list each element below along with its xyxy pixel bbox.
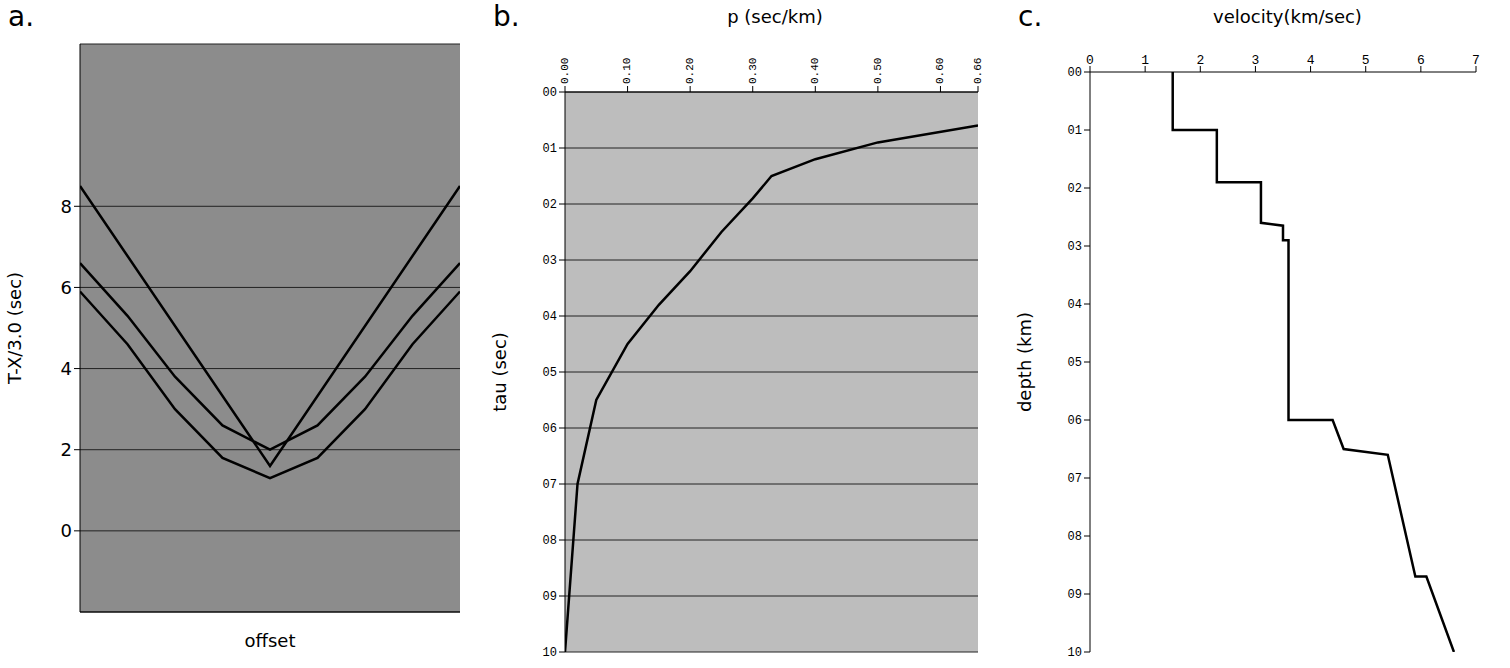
- svg-text:0.66: 0.66: [972, 58, 984, 84]
- svg-text:09: 09: [1068, 588, 1082, 602]
- svg-text:03: 03: [1068, 240, 1082, 254]
- html-text:velocity(km/sec): velocity(km/sec): [1213, 6, 1362, 27]
- svg-text:03: 03: [543, 254, 557, 268]
- svg-text:05: 05: [1068, 356, 1082, 370]
- svg-text:08: 08: [543, 534, 557, 548]
- svg-text:5: 5: [1362, 53, 1370, 68]
- svg-text:02: 02: [543, 198, 557, 212]
- svg-text:0.50: 0.50: [872, 58, 884, 84]
- svg-text:0: 0: [1086, 53, 1094, 68]
- svg-text:01: 01: [1068, 124, 1082, 138]
- svg-text:4: 4: [61, 358, 72, 379]
- svg-text:04: 04: [543, 310, 557, 324]
- svg-text:07: 07: [543, 478, 557, 492]
- svg-text:06: 06: [543, 422, 557, 436]
- svg-text:tau (sec): tau (sec): [489, 332, 510, 412]
- svg-text:10: 10: [543, 646, 557, 660]
- svg-text:04: 04: [1068, 298, 1082, 312]
- svg-text:offset: offset: [245, 630, 296, 651]
- svg-text:depth (km): depth (km): [1014, 312, 1035, 412]
- svg-text:0.40: 0.40: [809, 58, 821, 84]
- svg-text:09: 09: [543, 590, 557, 604]
- html-text:a.: a.: [8, 0, 35, 33]
- svg-text:2: 2: [1196, 53, 1204, 68]
- svg-text:0.30: 0.30: [747, 58, 759, 84]
- svg-text:07: 07: [1068, 472, 1082, 486]
- svg-text:06: 06: [1068, 414, 1082, 428]
- svg-text:8: 8: [61, 196, 72, 217]
- svg-text:3: 3: [1252, 53, 1260, 68]
- svg-text:0: 0: [61, 520, 72, 541]
- svg-text:6: 6: [1417, 53, 1425, 68]
- svg-text:08: 08: [1068, 530, 1082, 544]
- svg-text:T-X/3.0 (sec): T-X/3.0 (sec): [4, 272, 25, 385]
- svg-text:02: 02: [1068, 182, 1082, 196]
- svg-text:0.20: 0.20: [684, 58, 696, 84]
- svg-text:05: 05: [543, 366, 557, 380]
- svg-text:0.60: 0.60: [934, 58, 946, 84]
- html-text:p (sec/km): p (sec/km): [727, 6, 823, 27]
- svg-text:00: 00: [543, 86, 557, 100]
- html-text:c.: c.: [1018, 0, 1043, 33]
- svg-text:1: 1: [1141, 53, 1149, 68]
- html-text:b.: b.: [493, 0, 520, 33]
- svg-text:10: 10: [1068, 646, 1082, 660]
- svg-text:0.10: 0.10: [621, 58, 633, 84]
- svg-text:4: 4: [1307, 53, 1315, 68]
- svg-text:00: 00: [1068, 66, 1082, 80]
- svg-text:01: 01: [543, 142, 557, 156]
- svg-text:2: 2: [61, 439, 72, 460]
- svg-text:0.00: 0.00: [559, 58, 571, 84]
- svg-text:7: 7: [1472, 53, 1480, 68]
- svg-text:6: 6: [61, 277, 72, 298]
